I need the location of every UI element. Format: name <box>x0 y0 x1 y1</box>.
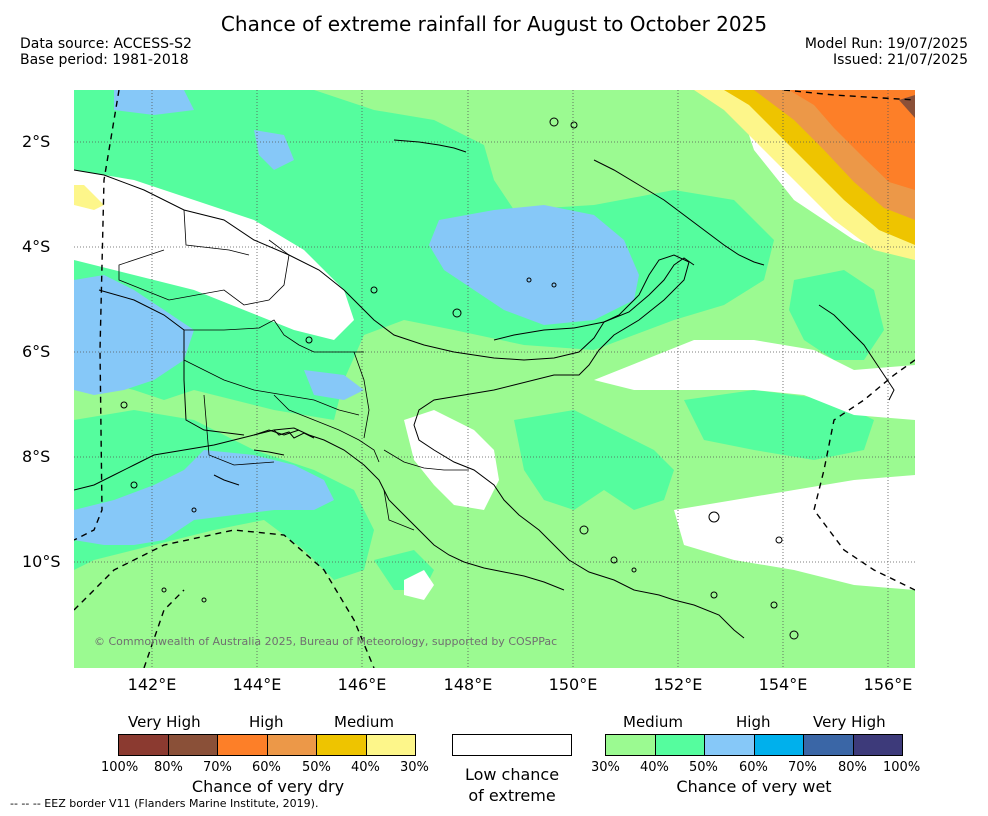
lon-label-152e: 152°E <box>653 675 703 694</box>
lon-label-150e: 150°E <box>548 675 598 694</box>
province-borders <box>118 209 469 531</box>
dry-swatch-5 <box>317 735 367 755</box>
meta-left: Data source: ACCESS-S2 Base period: 1981… <box>20 36 192 68</box>
dry-tick-60: 60% <box>252 760 281 775</box>
copyright-text: © Commonwealth of Australia 2025, Bureau… <box>94 635 557 648</box>
wet-level-high: High <box>736 713 771 731</box>
neutral-caption-line2: of extreme <box>468 786 556 805</box>
lat-label-2s: 2°S <box>22 132 51 151</box>
model-run: Model Run: 19/07/2025 <box>804 36 968 52</box>
lon-label-148e: 148°E <box>443 675 493 694</box>
wet-colorbar <box>605 734 903 756</box>
wet-swatch-4 <box>755 735 804 755</box>
lon-label-156e: 156°E <box>863 675 913 694</box>
wet-tick-100: 100% <box>883 760 921 775</box>
rainfall-map: © Commonwealth of Australia 2025, Bureau… <box>74 90 915 668</box>
eez-borders <box>74 90 915 668</box>
wet-swatch-5 <box>804 735 854 755</box>
wet-swatch-2 <box>656 735 705 755</box>
wet-tick-50: 50% <box>689 760 718 775</box>
meta-right: Model Run: 19/07/2025 Issued: 21/07/2025 <box>805 36 968 68</box>
gridlines <box>74 90 915 668</box>
dry-tick-40: 40% <box>351 760 380 775</box>
dry-caption: Chance of very dry <box>191 777 345 796</box>
coastlines <box>74 117 895 640</box>
dry-tick-30: 30% <box>400 760 429 775</box>
wet-caption: Chance of very wet <box>676 777 832 796</box>
lon-label-144e: 144°E <box>232 675 282 694</box>
eez-footnote: -- -- -- EEZ border V11 (Flanders Marine… <box>10 797 319 810</box>
dry-swatch-1 <box>119 735 169 755</box>
dry-regions <box>694 90 915 260</box>
wet-swatch-6 <box>854 735 902 755</box>
base-period: Base period: 1981-2018 <box>20 52 189 68</box>
wet-swatch-1 <box>606 735 656 755</box>
lat-label-4s: 4°S <box>22 237 51 256</box>
map-title: Chance of extreme rainfall for August to… <box>220 12 768 36</box>
wet-tick-80: 80% <box>838 760 867 775</box>
wet-swatch-3 <box>705 735 755 755</box>
dry-tick-80: 80% <box>154 760 183 775</box>
lat-label-10s: 10°S <box>22 552 61 571</box>
wet-level-medium: Medium <box>623 713 683 731</box>
dry-swatch-4 <box>268 735 317 755</box>
neutral-caption-line1: Low chance <box>464 765 560 784</box>
lon-label-142e: 142°E <box>127 675 177 694</box>
wet-tick-30: 30% <box>591 760 620 775</box>
gulf-detail <box>213 429 315 486</box>
low-chance-swatch <box>452 734 572 756</box>
wet-tick-70: 70% <box>788 760 817 775</box>
dry-colorbar <box>118 734 416 756</box>
dry-tick-70: 70% <box>203 760 232 775</box>
dry-tick-50: 50% <box>302 760 331 775</box>
lat-label-6s: 6°S <box>22 342 51 361</box>
dry-swatch-6 <box>367 735 415 755</box>
dry-level-very-high: Very High <box>128 713 201 731</box>
wet-tick-60: 60% <box>739 760 768 775</box>
wet-tick-40: 40% <box>640 760 669 775</box>
lon-label-154e: 154°E <box>758 675 808 694</box>
wet-50-60-regions <box>74 90 639 545</box>
dry-swatch-2 <box>169 735 218 755</box>
issued-date: Issued: 21/07/2025 <box>833 52 968 68</box>
dry-tick-100: 100% <box>101 760 139 775</box>
neutral-caption: Low chance of extreme <box>432 764 592 806</box>
lat-label-8s: 8°S <box>22 447 51 466</box>
data-source: Data source: ACCESS-S2 <box>20 36 192 52</box>
wet-level-very-high: Very High <box>813 713 886 731</box>
dry-level-high: High <box>249 713 284 731</box>
dry-level-medium: Medium <box>334 713 394 731</box>
lon-label-146e: 146°E <box>337 675 387 694</box>
dry-swatch-3 <box>218 735 268 755</box>
